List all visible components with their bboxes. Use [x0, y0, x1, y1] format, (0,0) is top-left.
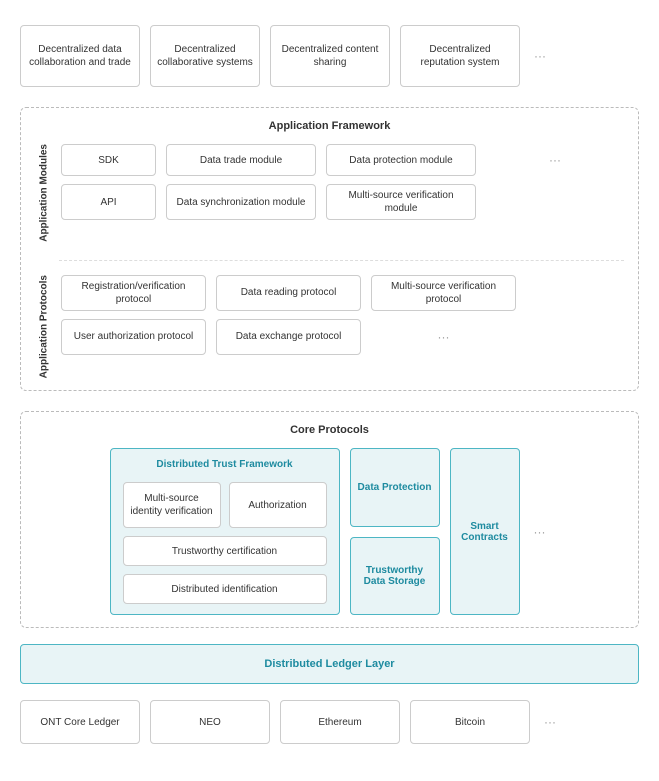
protocol-box: User authorization protocol: [61, 319, 206, 355]
dtf-box: Authorization: [229, 482, 327, 528]
ledger-layer-title: Distributed Ledger Layer: [264, 658, 394, 670]
ledger-box: NEO: [150, 700, 270, 744]
smart-contracts-box: Smart Contracts: [450, 448, 520, 615]
distributed-ledger-layer: Distributed Ledger Layer: [20, 644, 639, 684]
dtf-box: Multi-source identity verification: [123, 482, 221, 528]
ellipsis-icon: ···: [530, 448, 550, 615]
core-col-2: Data Protection Trustworthy Data Storage: [350, 448, 440, 615]
module-box: SDK: [61, 144, 156, 176]
protocol-box: Multi-source verification protocol: [371, 275, 516, 311]
module-box: Multi-source verification module: [326, 184, 476, 220]
top-app-box: Decentralized collaborative systems: [150, 25, 260, 87]
smart-contracts-label: Smart Contracts: [451, 515, 519, 549]
protocol-box: Registration/verification protocol: [61, 275, 206, 311]
trustworthy-storage-box: Trustworthy Data Storage: [350, 537, 440, 616]
ledger-box: Bitcoin: [410, 700, 530, 744]
trustworthy-storage-label: Trustworthy Data Storage: [351, 559, 439, 593]
top-app-box: Decentralized content sharing: [270, 25, 390, 87]
module-box: Data trade module: [166, 144, 316, 176]
core-protocols-title: Core Protocols: [35, 424, 624, 436]
top-applications-row: Decentralized data collaboration and tra…: [20, 25, 639, 87]
ledger-box: Ethereum: [280, 700, 400, 744]
data-protection-label: Data Protection: [352, 476, 438, 499]
protocol-box: Data exchange protocol: [216, 319, 361, 355]
ellipsis-icon: ···: [530, 25, 550, 87]
dtf-box: Distributed identification: [123, 574, 327, 604]
top-app-box: Decentralized data collaboration and tra…: [20, 25, 140, 87]
distributed-trust-framework: Distributed Trust Framework Multi-source…: [110, 448, 340, 615]
dtf-box: Trustworthy certification: [123, 536, 327, 566]
dtf-title: Distributed Trust Framework: [123, 459, 327, 470]
app-framework-title: Application Framework: [35, 120, 624, 132]
top-app-box: Decentralized reputation system: [400, 25, 520, 87]
core-protocols-row: Distributed Trust Framework Multi-source…: [35, 448, 624, 615]
data-protection-box: Data Protection: [350, 448, 440, 527]
ledger-box: ONT Core Ledger: [20, 700, 140, 744]
application-modules-section: Application Modules SDK Data trade modul…: [35, 144, 624, 242]
ellipsis-icon: ···: [486, 144, 624, 176]
ellipsis-icon: ···: [371, 319, 516, 355]
module-box: Data protection module: [326, 144, 476, 176]
protocol-box: Data reading protocol: [216, 275, 361, 311]
core-protocols-container: Core Protocols Distributed Trust Framewo…: [20, 411, 639, 628]
module-box: API: [61, 184, 156, 220]
application-protocols-section: Application Protocols Registration/verif…: [35, 275, 624, 378]
modules-vertical-label: Application Modules: [35, 144, 53, 242]
protocols-vertical-label: Application Protocols: [35, 275, 53, 378]
module-box: Data synchronization module: [166, 184, 316, 220]
application-framework-container: Application Framework Application Module…: [20, 107, 639, 391]
ellipsis-icon: ···: [540, 700, 560, 744]
ledgers-row: ONT Core Ledger NEO Ethereum Bitcoin ···: [20, 700, 639, 744]
